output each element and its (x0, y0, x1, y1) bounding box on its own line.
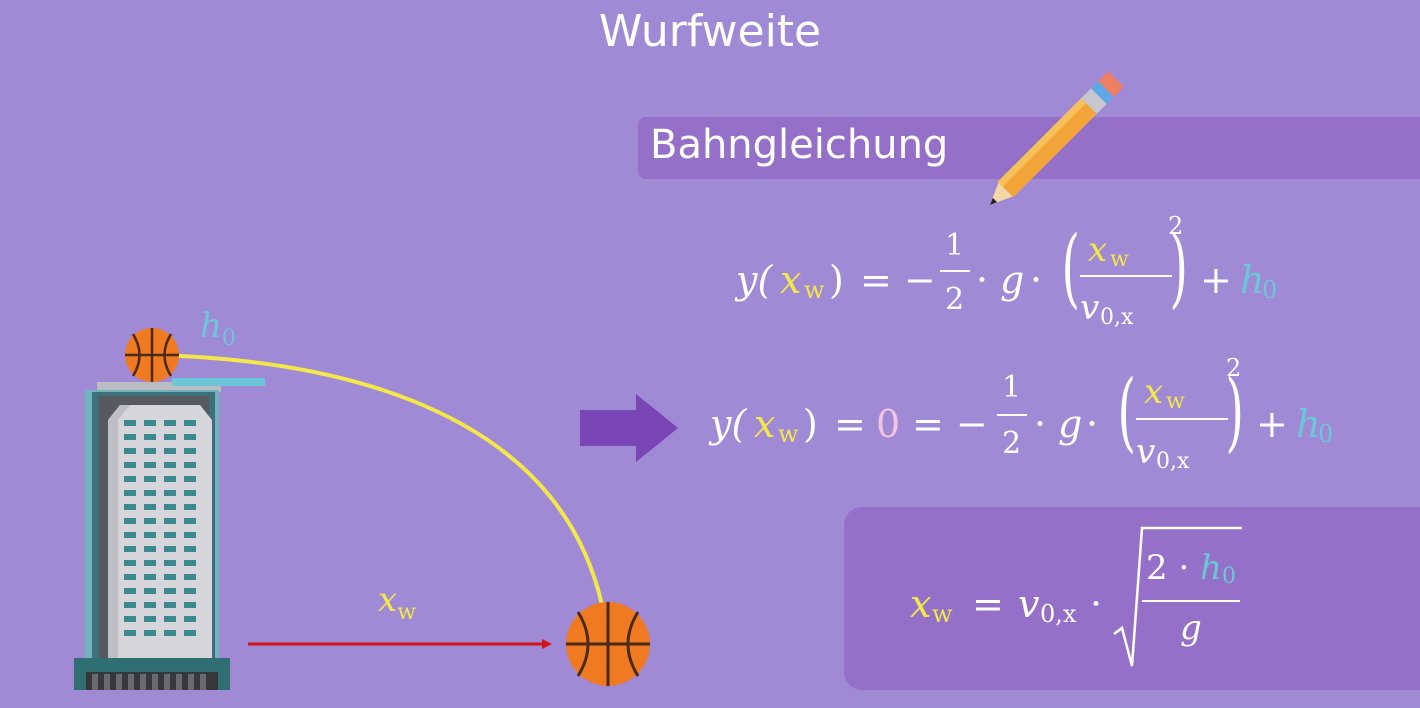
height-label: h0 (200, 306, 236, 351)
trajectory-curve (151, 353, 604, 606)
distance-arrow (248, 639, 552, 649)
distance-label: xw (378, 580, 417, 625)
skyscraper-icon (74, 382, 230, 690)
arrow-right-icon (580, 394, 678, 462)
sqrt-icon (1113, 526, 1242, 667)
pencil-icon (990, 71, 1124, 205)
height-marker (172, 378, 265, 386)
basketball-icon (566, 602, 650, 686)
basketball-icon (125, 328, 179, 382)
section-banner-label: Bahngleichung (650, 122, 949, 168)
page-title: Wurfweite (598, 6, 822, 57)
